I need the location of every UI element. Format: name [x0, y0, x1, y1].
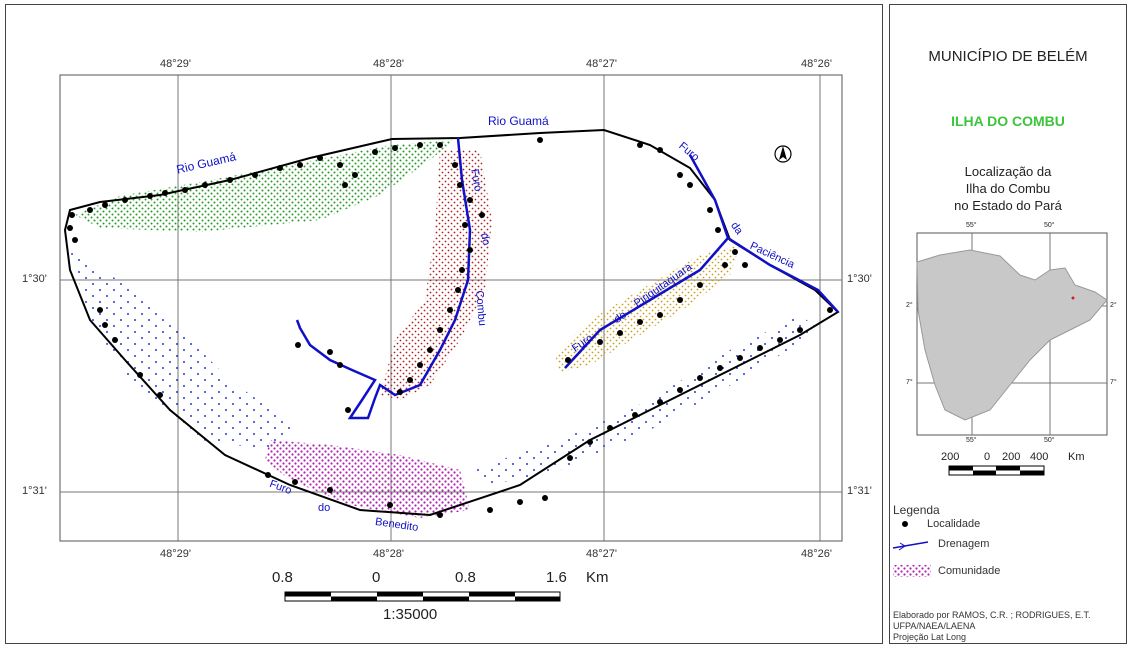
location-line-3: no Estado do Pará: [954, 198, 1062, 213]
label-rio-guama-top: Rio Guamá: [488, 114, 549, 128]
settlement-points: [67, 137, 833, 518]
lon-top-1: 48°29': [160, 58, 191, 70]
inset-tick-right-bottom: 7°: [1110, 379, 1117, 386]
inset-scale-200-left: 200: [941, 451, 960, 463]
legend-community-swatch: [893, 565, 931, 577]
location-line-1: Localização da: [964, 164, 1052, 179]
map-inner-frame: [59, 74, 843, 542]
scale-label-km: Km: [586, 569, 609, 586]
legend-item-comunidade: Comunidade: [938, 565, 1001, 577]
community-area-green: [75, 140, 455, 232]
scale-label-1-6: 1.6: [546, 569, 567, 586]
municipality-title: MUNICÍPIO DE BELÉM: [928, 48, 1088, 65]
inset-scale-400: 400: [1030, 451, 1049, 463]
inset-tick-left-top: 2°: [906, 302, 913, 309]
lat-left-1: 1°30': [22, 273, 47, 285]
lon-top-4: 48°26': [801, 58, 832, 70]
lon-bottom-3: 48°27': [586, 548, 617, 560]
lon-bottom-2: 48°28': [373, 548, 404, 560]
scale-label-0-8-left: 0.8: [272, 569, 293, 586]
lon-top-3: 48°27': [586, 58, 617, 70]
legend-drainage-icon: [892, 541, 929, 551]
map-frame: [5, 4, 883, 644]
inset-scale-km: Km: [1068, 451, 1085, 463]
lon-bottom-4: 48°26': [801, 548, 832, 560]
label-furo-combu-2: do: [478, 232, 493, 247]
inset-tick-top-left: 55°: [966, 222, 977, 229]
inset-scale-0: 0: [984, 451, 991, 463]
inset-tick-right-top: 2°: [1110, 302, 1117, 309]
legend-dot-icon: [902, 521, 908, 527]
label-benedito-2: do: [318, 502, 331, 514]
legend-item-drenagem: Drenagem: [938, 538, 990, 550]
drainage-rivers: [295, 137, 839, 420]
community-area-blue-east: [470, 315, 820, 485]
lat-right-2: 1°31': [847, 485, 872, 497]
community-area-yellow: [555, 245, 740, 372]
map-scale-bar: [284, 591, 561, 602]
sidebar-frame: [889, 4, 1127, 644]
legend-title: Legenda: [893, 503, 940, 517]
credits-institution: UFPA/NAEA/LAENA: [893, 621, 976, 631]
location-line-2: Ilha do Combu: [965, 181, 1051, 196]
community-area-magenta: [265, 440, 470, 518]
inset-scale-200-right: 200: [1002, 451, 1021, 463]
scale-label-0-8-right: 0.8: [455, 569, 476, 586]
north-arrow-icon: [774, 145, 792, 163]
legend-item-localidade: Localidade: [927, 518, 981, 530]
credits-projection: Projeção Lat Long: [893, 632, 967, 642]
inset-tick-top-right: 50°: [1044, 222, 1055, 229]
inset-tick-left-bottom: 7°: [906, 379, 913, 386]
lat-right-1: 1°30': [847, 273, 872, 285]
inset-tick-bottom-right: 50°: [1044, 437, 1055, 444]
lon-top-2: 48°28': [373, 58, 404, 70]
island-subtitle: ILHA DO COMBU: [951, 113, 1065, 129]
scale-label-0: 0: [372, 569, 381, 586]
inset-map: [916, 232, 1108, 476]
credits-authors: Elaborado por RAMOS, C.R. ; RODRIGUES, E…: [893, 610, 1091, 620]
lat-left-2: 1°31': [22, 485, 47, 497]
inset-tick-bottom-left: 55°: [966, 437, 977, 444]
community-area-red: [380, 150, 492, 400]
lon-bottom-1: 48°29': [160, 548, 191, 560]
scale-ratio: 1:35000: [383, 606, 438, 623]
community-area-blue-west: [70, 250, 300, 450]
